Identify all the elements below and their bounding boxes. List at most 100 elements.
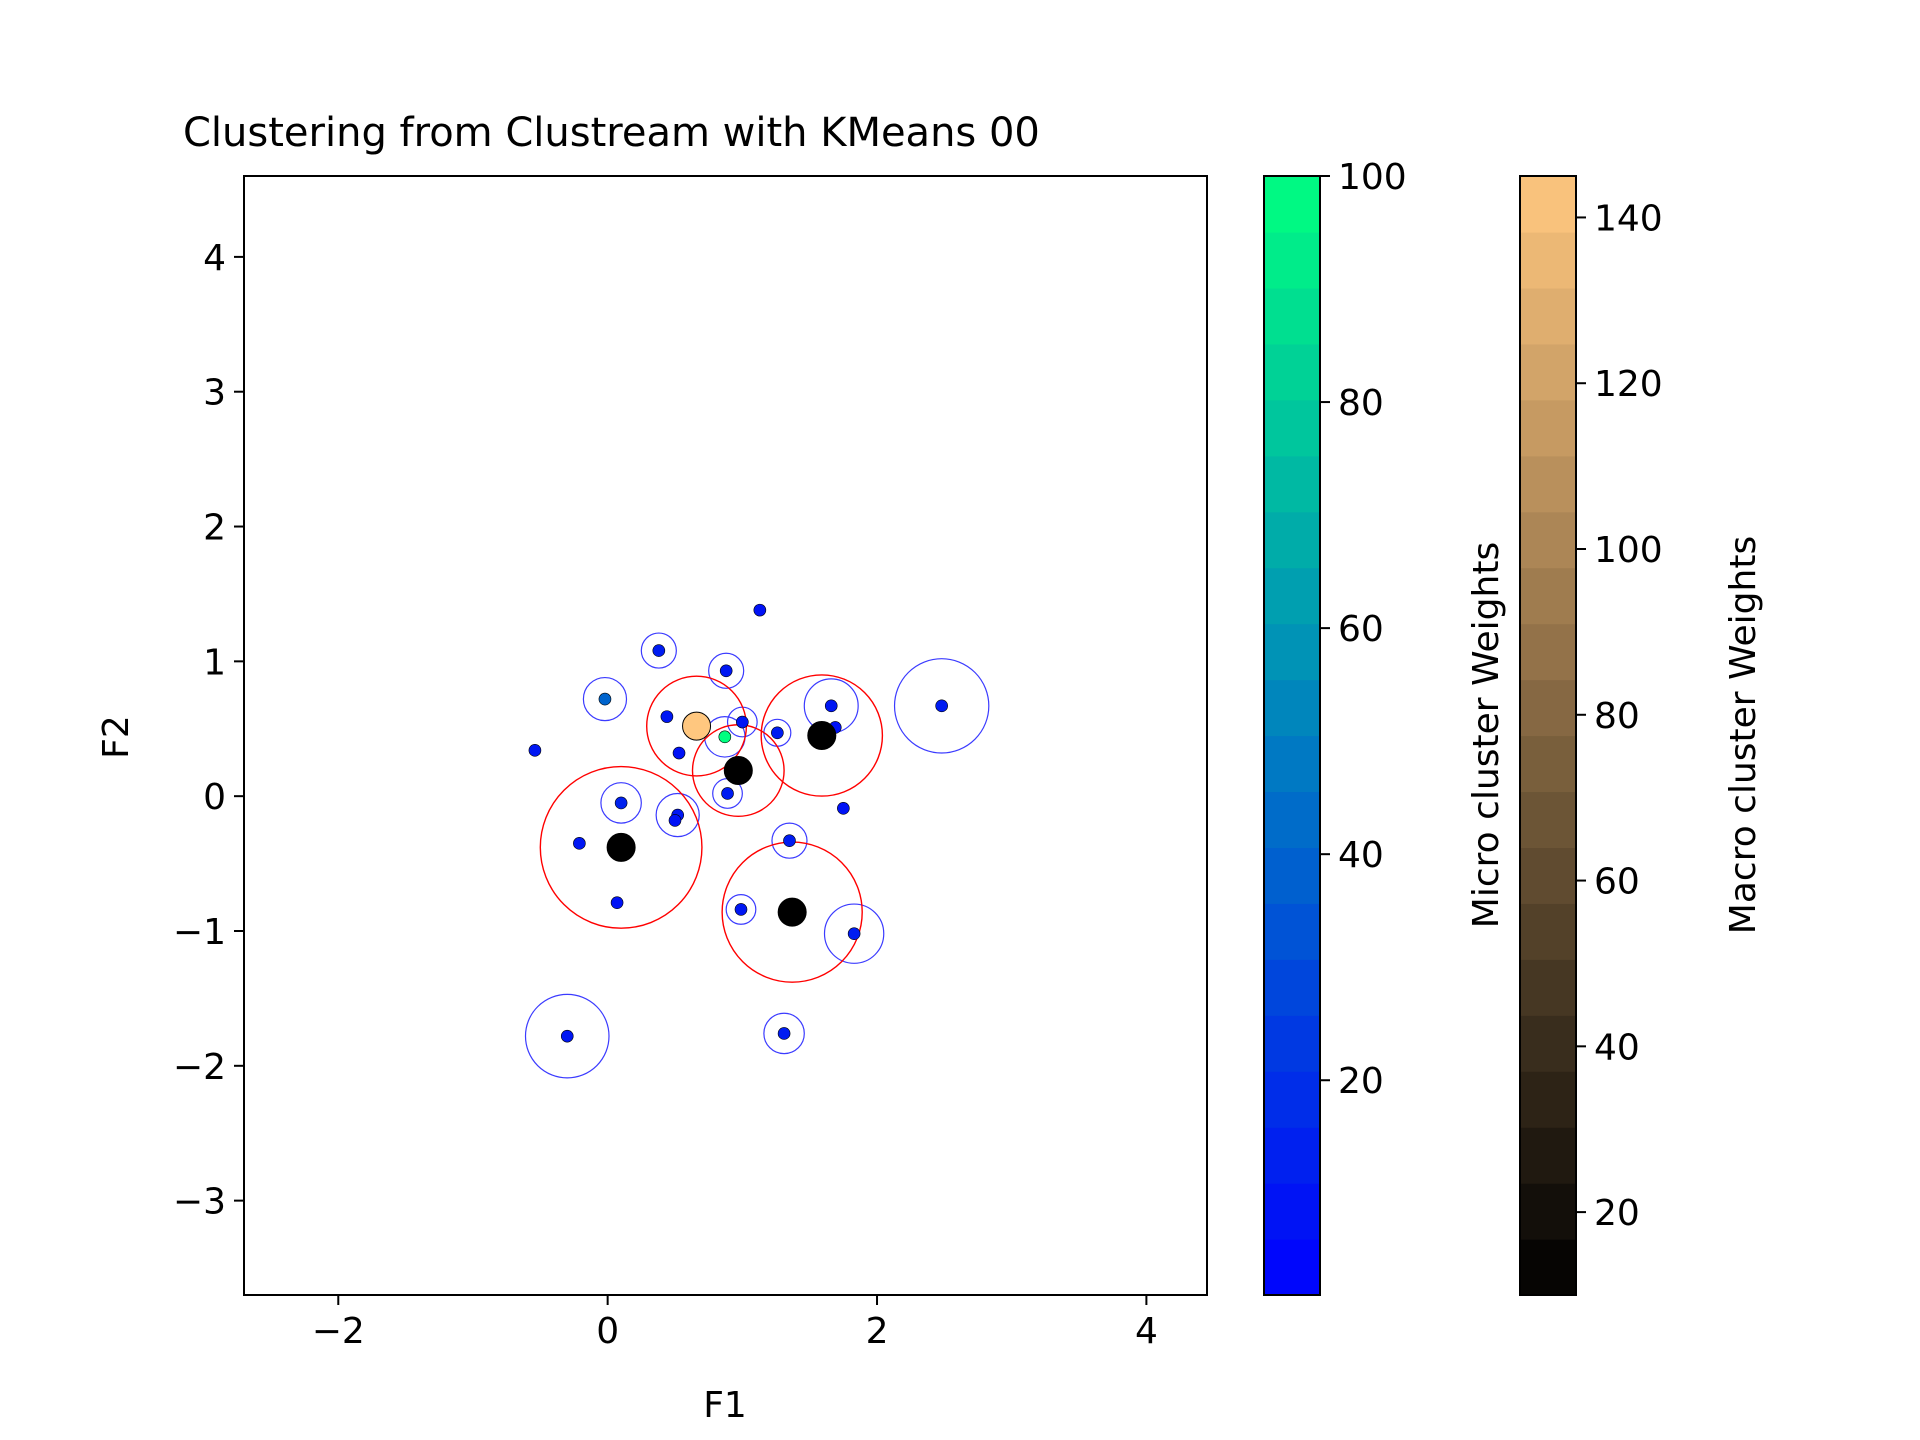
micro-cluster-radius (725, 894, 757, 925)
colorbar-segment (1520, 1127, 1576, 1184)
micro-cluster-radius (582, 676, 628, 722)
colorbar-tick-label: 100 (1594, 530, 1663, 571)
y-tick-label: 3 (203, 373, 226, 414)
x-tick-label: 0 (596, 1311, 619, 1352)
colorbar-segment (1264, 399, 1320, 457)
colorbar-segment (1264, 847, 1320, 904)
macro-cluster-radius (539, 765, 703, 929)
colorbar-tick-label: 60 (1338, 609, 1384, 650)
colorbar-segment (1520, 791, 1576, 848)
x-axis: −2 0 2 4 (312, 1295, 1158, 1352)
y-tick-label: 0 (203, 777, 226, 818)
micro-cluster-point (614, 796, 628, 810)
micro-cluster-point (718, 730, 732, 744)
colorbar-tick-label: 80 (1338, 383, 1384, 424)
macro-cluster-point (606, 832, 636, 862)
colorbar-segment (1264, 1239, 1320, 1296)
colorbar-segment (1520, 343, 1576, 401)
micro-cluster-point (560, 1029, 574, 1043)
micro-cluster-radius (823, 903, 885, 964)
colorbar-segment (1264, 1127, 1320, 1184)
micro-cluster-point (777, 1027, 791, 1040)
colorbar-segment (1520, 679, 1576, 737)
micro-cluster-point (719, 664, 733, 678)
micro-cluster-point (837, 802, 850, 815)
colorbar-frame (1519, 175, 1577, 1296)
micro-cluster-point (935, 699, 948, 713)
y-tick-label: −2 (173, 1047, 226, 1088)
micro-cluster-point (610, 896, 624, 909)
colorbar-tick-label: 120 (1594, 364, 1663, 405)
y-tick-label: 2 (203, 508, 226, 549)
micro-colorbar-label: Micro cluster Weights (1466, 542, 1507, 928)
micro-cluster-radius (763, 1012, 805, 1055)
micro-cluster-radius (893, 658, 990, 754)
colorbar-segment (1264, 567, 1320, 625)
colorbar-tick-label: 40 (1338, 835, 1384, 876)
micro-cluster-point (668, 814, 682, 827)
micro-cluster-point (672, 746, 686, 760)
colorbar-segment (1520, 1183, 1576, 1240)
colorbar-segment (1520, 735, 1576, 793)
macro-cluster-point (807, 721, 837, 750)
y-tick-label: −1 (173, 912, 226, 953)
micro-cluster-point (771, 726, 784, 740)
micro-cluster-point (660, 710, 674, 723)
micro-cluster-radius (524, 993, 610, 1079)
colorbar-tick-label: 60 (1594, 862, 1640, 903)
colorbar-segment (1520, 511, 1576, 569)
macro-cluster-point (723, 756, 753, 786)
micro-cluster-point (824, 699, 838, 713)
colorbar-segment (1520, 1239, 1576, 1296)
colorbar-tick-label: 20 (1594, 1193, 1640, 1234)
macro-colorbar-label: Macro cluster Weights (1723, 536, 1764, 934)
colorbar-tick-label: 20 (1338, 1061, 1384, 1102)
plot-area (524, 603, 990, 1079)
colorbar-segment (1264, 679, 1320, 737)
colorbar-segment (1520, 959, 1576, 1016)
colorbar-segment (1520, 1015, 1576, 1072)
micro-colorbar: 20 40 60 80 100 (1263, 157, 1407, 1296)
colorbar-segment (1264, 903, 1320, 960)
micro-cluster-point (598, 692, 612, 706)
colorbar-segment (1264, 735, 1320, 793)
colorbar-segment (1520, 567, 1576, 625)
colorbar-tick-label: 40 (1594, 1027, 1640, 1068)
micro-cluster-radius (640, 632, 677, 669)
colorbar-segment (1264, 623, 1320, 681)
colorbar-segment (1264, 511, 1320, 569)
y-tick-label: 4 (203, 238, 226, 279)
colorbar-segment (1264, 1071, 1320, 1128)
micro-cluster-point (736, 715, 749, 729)
micro-cluster-point (721, 787, 734, 800)
colorbar-segment (1520, 231, 1576, 289)
colorbar-segment (1520, 847, 1576, 904)
micro-cluster-radius (708, 652, 745, 689)
micro-cluster-point (573, 837, 586, 850)
micro-cluster-point (734, 903, 748, 916)
micro-cluster-radius (600, 782, 642, 824)
colorbar-tick-label: 140 (1594, 198, 1663, 239)
colorbar-segment (1264, 959, 1320, 1016)
micro-cluster-point (528, 744, 542, 757)
y-tick-label: −3 (173, 1182, 226, 1223)
colorbar-segment (1264, 176, 1320, 233)
colorbar-segment (1520, 176, 1576, 233)
micro-cluster-point (652, 644, 666, 657)
macro-cluster-radius (760, 674, 884, 797)
macro-cluster-point (682, 711, 712, 741)
colorbar-segment (1520, 399, 1576, 457)
x-tick-label: 4 (1135, 1311, 1158, 1352)
colorbar-segment (1520, 1071, 1576, 1128)
y-tick-label: 1 (203, 642, 226, 683)
plot-frame (243, 175, 1208, 1296)
macro-colorbar: 20 40 60 80 100 120 140 (1519, 175, 1663, 1296)
colorbar-segment (1264, 231, 1320, 289)
colorbar-frame (1263, 175, 1321, 1296)
y-axis: −3 −2 −1 0 1 2 3 4 (173, 238, 244, 1223)
colorbar-segment (1520, 903, 1576, 960)
micro-cluster-radius (771, 822, 808, 859)
colorbar-segment (1264, 1015, 1320, 1072)
x-tick-label: −2 (312, 1311, 365, 1352)
